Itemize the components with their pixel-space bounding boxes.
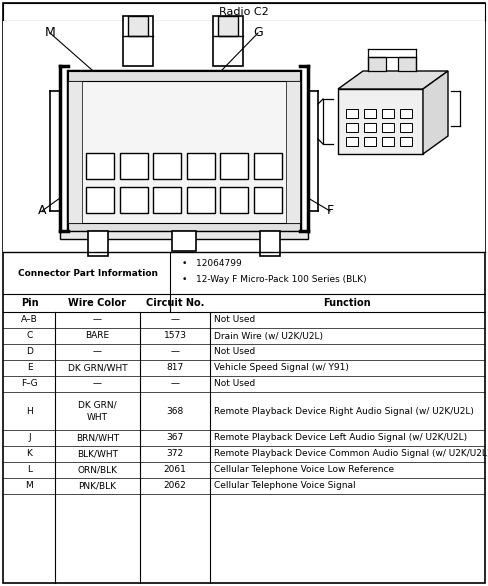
Text: Wire Color: Wire Color xyxy=(68,298,126,308)
Text: M: M xyxy=(44,26,55,39)
Text: Radio C2: Radio C2 xyxy=(219,7,269,17)
Bar xyxy=(120,153,147,179)
Text: BLK/WHT: BLK/WHT xyxy=(77,449,118,458)
Text: •   12-Way F Micro-Pack 100 Series (BLK): • 12-Way F Micro-Pack 100 Series (BLK) xyxy=(182,275,366,284)
Bar xyxy=(68,71,300,81)
Bar xyxy=(346,109,358,118)
Text: Connector Part Information: Connector Part Information xyxy=(18,268,158,278)
Bar xyxy=(68,81,82,223)
Bar xyxy=(153,187,181,213)
Text: Cellular Telephone Voice Low Reference: Cellular Telephone Voice Low Reference xyxy=(214,465,394,475)
Bar xyxy=(346,137,358,146)
Text: Not Used: Not Used xyxy=(214,380,255,389)
Bar xyxy=(153,153,181,179)
Text: H: H xyxy=(26,407,33,415)
Bar xyxy=(398,57,416,71)
Bar xyxy=(68,223,300,231)
Text: F–G: F–G xyxy=(21,380,38,389)
Bar xyxy=(382,123,394,132)
Polygon shape xyxy=(423,71,448,154)
Bar xyxy=(260,231,280,256)
Text: —: — xyxy=(93,315,102,325)
Text: —: — xyxy=(170,347,180,356)
Bar xyxy=(187,153,215,179)
Text: D: D xyxy=(26,347,33,356)
Bar xyxy=(364,123,376,132)
Text: E: E xyxy=(27,363,32,373)
Text: Vehicle Speed Signal (w/ Y91): Vehicle Speed Signal (w/ Y91) xyxy=(214,363,349,373)
Text: K: K xyxy=(26,449,32,458)
Bar xyxy=(254,187,282,213)
Bar xyxy=(400,137,412,146)
Polygon shape xyxy=(338,71,448,89)
Bar xyxy=(60,231,308,239)
Bar xyxy=(3,3,485,21)
Text: 2062: 2062 xyxy=(163,482,186,490)
Bar xyxy=(123,16,153,66)
Text: 372: 372 xyxy=(166,449,183,458)
Bar xyxy=(286,81,300,223)
Text: Remote Playback Device Right Audio Signal (w/ U2K/U2L): Remote Playback Device Right Audio Signa… xyxy=(214,407,474,415)
Bar xyxy=(254,153,282,179)
Bar xyxy=(400,109,412,118)
Text: ORN/BLK: ORN/BLK xyxy=(78,465,118,475)
Text: 2061: 2061 xyxy=(163,465,186,475)
Bar xyxy=(172,231,196,251)
Bar xyxy=(221,153,248,179)
Text: G: G xyxy=(253,26,263,39)
Text: F: F xyxy=(326,205,334,217)
Text: DK GRN/WHT: DK GRN/WHT xyxy=(68,363,127,373)
Bar xyxy=(338,89,423,154)
Text: A–B: A–B xyxy=(21,315,38,325)
Bar xyxy=(88,231,108,256)
Text: BARE: BARE xyxy=(85,332,110,340)
Text: 1573: 1573 xyxy=(163,332,186,340)
Bar xyxy=(368,57,386,71)
Text: 368: 368 xyxy=(166,407,183,415)
Bar xyxy=(218,16,238,36)
Text: —: — xyxy=(170,380,180,389)
Bar xyxy=(128,16,148,36)
Text: —: — xyxy=(93,380,102,389)
Bar xyxy=(3,21,485,252)
Text: A: A xyxy=(38,205,46,217)
Text: Not Used: Not Used xyxy=(214,315,255,325)
Bar xyxy=(382,137,394,146)
Text: —: — xyxy=(93,347,102,356)
Bar xyxy=(364,109,376,118)
Bar xyxy=(86,153,114,179)
Text: Cellular Telephone Voice Signal: Cellular Telephone Voice Signal xyxy=(214,482,356,490)
Bar xyxy=(187,187,215,213)
Text: J: J xyxy=(28,434,31,442)
Text: 817: 817 xyxy=(166,363,183,373)
Text: Drain Wire (w/ U2K/U2L): Drain Wire (w/ U2K/U2L) xyxy=(214,332,323,340)
Text: BRN/WHT: BRN/WHT xyxy=(76,434,119,442)
Text: 367: 367 xyxy=(166,434,183,442)
Bar xyxy=(364,137,376,146)
Text: Remote Playback Device Left Audio Signal (w/ U2K/U2L): Remote Playback Device Left Audio Signal… xyxy=(214,434,467,442)
Text: Remote Playback Device Common Audio Signal (w/ U2K/U2L): Remote Playback Device Common Audio Sign… xyxy=(214,449,488,458)
Bar xyxy=(221,187,248,213)
Text: Pin: Pin xyxy=(20,298,39,308)
Text: PNK/BLK: PNK/BLK xyxy=(79,482,117,490)
Bar xyxy=(86,187,114,213)
Bar xyxy=(68,71,300,231)
Bar xyxy=(382,109,394,118)
Text: M: M xyxy=(26,482,33,490)
Bar xyxy=(346,123,358,132)
Text: Function: Function xyxy=(323,298,371,308)
Text: DK GRN/
WHT: DK GRN/ WHT xyxy=(78,400,117,422)
Text: L: L xyxy=(27,465,32,475)
Bar xyxy=(120,187,147,213)
Text: Not Used: Not Used xyxy=(214,347,255,356)
Text: Circuit No.: Circuit No. xyxy=(146,298,204,308)
Text: •   12064799: • 12064799 xyxy=(182,260,242,268)
Text: C: C xyxy=(26,332,33,340)
Bar xyxy=(400,123,412,132)
Bar xyxy=(213,16,243,66)
Text: —: — xyxy=(170,315,180,325)
